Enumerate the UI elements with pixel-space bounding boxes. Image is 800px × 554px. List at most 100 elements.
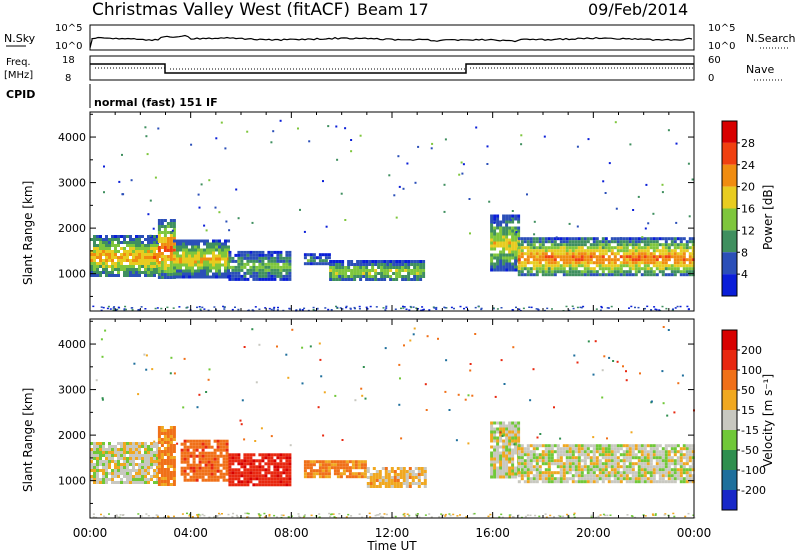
power-cell-3 — [267, 274, 271, 278]
power-cell-7 — [526, 246, 530, 250]
power-cell-0 — [135, 259, 138, 262]
vel-cell-7 — [691, 474, 695, 478]
vel-cell-7 — [652, 447, 656, 451]
vel-cell-0 — [93, 463, 96, 466]
power-cell-7 — [619, 261, 623, 265]
vel-ground-point — [117, 516, 120, 518]
power-cell-3 — [261, 277, 265, 281]
power-cell-0 — [105, 244, 108, 247]
power-cell-6 — [493, 256, 497, 260]
cpid-value: normal (fast) 151 IF — [94, 96, 218, 109]
power-cell-6 — [493, 247, 497, 251]
vel-cell-5 — [381, 467, 385, 470]
power-cell-7 — [646, 255, 650, 259]
power-cell-2 — [197, 248, 200, 252]
power-cell-0 — [93, 244, 96, 247]
power-noise-point — [122, 193, 125, 196]
power-cell-3 — [228, 250, 232, 254]
vel-cell-6 — [496, 439, 500, 443]
vel-cell-0 — [126, 457, 129, 460]
vel-ground-point — [684, 515, 687, 518]
power-cell-7 — [646, 258, 650, 262]
power-cell-7 — [562, 237, 566, 241]
colorbar-segment — [722, 208, 737, 231]
power-cell-7 — [598, 261, 602, 265]
vel-cell-6 — [490, 421, 494, 425]
power-cell-0 — [99, 241, 102, 244]
vel-cell-3 — [243, 462, 247, 466]
vel-cell-2 — [213, 478, 217, 482]
vel-cell-7 — [652, 465, 656, 469]
vel-cell-7 — [613, 462, 617, 466]
power-cell-0 — [108, 265, 111, 268]
power-cell-7 — [616, 252, 620, 256]
power-cell-7 — [598, 249, 602, 253]
power-cell-6 — [505, 235, 509, 239]
power-cell-7 — [550, 267, 554, 271]
power-cell-2 — [209, 245, 212, 249]
nsky-tick-high: 10^5 — [55, 23, 82, 34]
power-cell-6 — [490, 217, 494, 221]
power-cell-1 — [160, 219, 164, 222]
power-cell-5 — [398, 266, 402, 269]
vel-cell-0 — [141, 457, 144, 460]
power-noise-point — [340, 192, 343, 195]
vel-cell-7 — [604, 462, 608, 466]
power-cell-5 — [407, 278, 411, 281]
power-cell-6 — [514, 238, 518, 242]
vel-cell-7 — [640, 447, 644, 451]
power-cell-7 — [589, 252, 593, 256]
vel-cell-7 — [556, 444, 560, 448]
vel-cell-4 — [312, 463, 316, 467]
vel-cell-4 — [321, 460, 325, 464]
power-cell-0 — [126, 271, 129, 274]
power-cell-1 — [169, 246, 173, 249]
power-cell-5 — [413, 272, 417, 275]
power-cell-7 — [577, 240, 581, 244]
power-cell-0 — [111, 244, 114, 247]
power-cell-0 — [132, 259, 135, 262]
power-cell-2 — [188, 263, 191, 267]
power-cell-0 — [99, 259, 102, 262]
vel-cell-7 — [577, 471, 581, 475]
power-cell-7 — [574, 243, 578, 247]
power-cell-6 — [493, 241, 497, 245]
power-cell-1 — [169, 231, 173, 234]
vel-cell-7 — [598, 459, 602, 463]
power-cell-7 — [613, 237, 617, 241]
vel-cell-7 — [628, 450, 632, 454]
vel-cell-0 — [99, 481, 102, 484]
vel-cell-7 — [619, 447, 623, 451]
power-cell-5 — [413, 269, 417, 272]
x-tick-label: 00:00 — [677, 526, 712, 540]
vel-noise-point — [426, 335, 429, 338]
power-cell-5 — [332, 269, 336, 272]
vel-cell-5 — [408, 473, 412, 476]
vel-ground-point — [424, 514, 427, 516]
vel-cell-7 — [673, 471, 677, 475]
vel-cell-3 — [279, 471, 283, 475]
vel-ground-point — [444, 513, 447, 516]
power-cell-2 — [176, 257, 179, 261]
vel-cell-7 — [577, 468, 581, 472]
vel-noise-point — [469, 363, 472, 365]
power-cell-4 — [309, 259, 313, 263]
vel-cell-4 — [345, 463, 349, 467]
power-cell-4 — [318, 259, 322, 263]
vel-cell-7 — [550, 450, 554, 454]
power-cell-4 — [303, 262, 307, 266]
power-cell-7 — [688, 240, 692, 244]
power-cell-7 — [652, 264, 656, 268]
vel-cell-7 — [577, 474, 581, 478]
vel-cell-0 — [105, 457, 108, 460]
power-cell-1 — [166, 270, 170, 273]
power-cell-2 — [209, 275, 212, 279]
power-cell-7 — [580, 255, 584, 259]
power-cell-0 — [102, 244, 105, 247]
vel-ground-point — [330, 513, 333, 516]
vel-cell-3 — [270, 480, 274, 484]
vel-cell-0 — [93, 472, 96, 475]
power-ground-point — [402, 305, 404, 308]
power-cell-7 — [673, 267, 677, 271]
power-cell-7 — [610, 240, 614, 244]
